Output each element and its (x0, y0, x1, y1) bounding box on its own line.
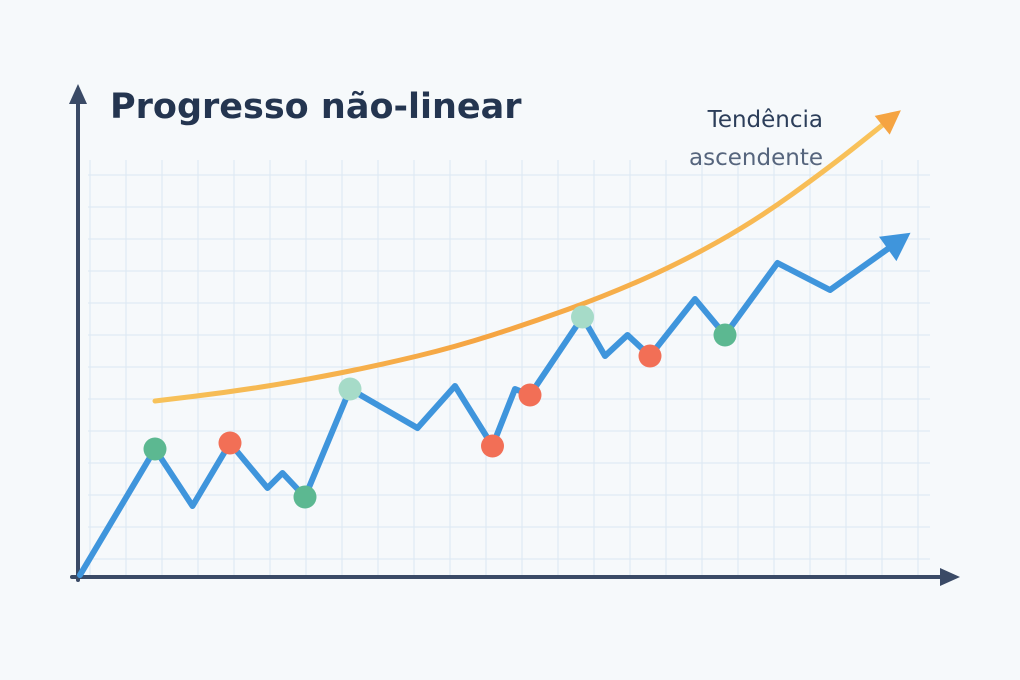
chart-title: Progresso não-linear (110, 87, 522, 127)
point-marker-up (713, 323, 737, 347)
x-axis-arrow (940, 568, 960, 586)
trend-label-line1: Tendência (707, 107, 823, 133)
progress-series (77, 232, 911, 578)
point-marker-down (638, 344, 662, 368)
trend-arrow-head (874, 110, 901, 135)
trend-line (152, 116, 893, 404)
y-axis-arrow (69, 84, 87, 104)
point-marker-up-light (571, 305, 594, 329)
point-marker-down (481, 434, 504, 458)
progress-arrow-head (879, 232, 911, 262)
trend-label-line2: ascendente (689, 145, 823, 171)
point-marker-down (218, 431, 242, 455)
point-marker-up (143, 437, 167, 461)
markers (143, 305, 737, 509)
point-marker-up-light (338, 377, 362, 401)
point-marker-down (518, 383, 542, 407)
grid (88, 160, 930, 575)
progress-line (77, 239, 901, 578)
axes (69, 84, 960, 586)
point-marker-up (293, 485, 317, 509)
trend-series (152, 110, 901, 404)
